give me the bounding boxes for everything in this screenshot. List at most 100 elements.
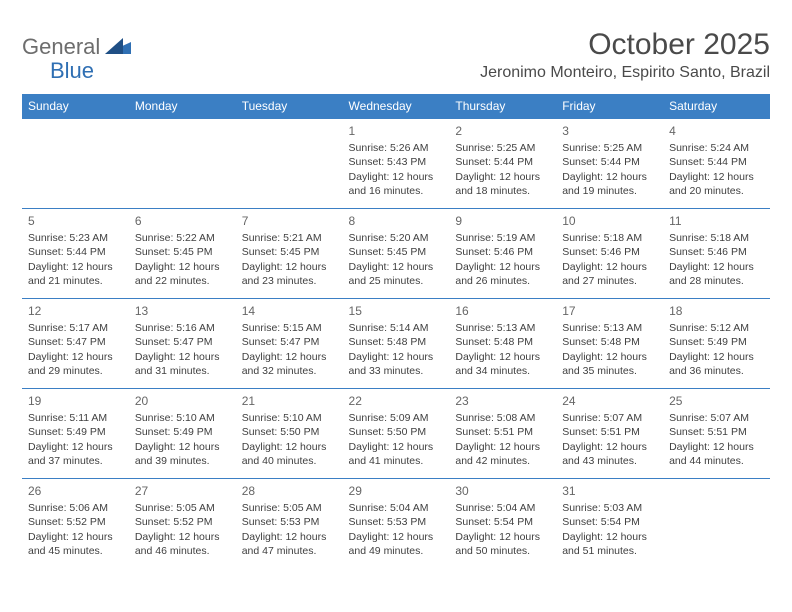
calendar-cell: 24Sunrise: 5:07 AMSunset: 5:51 PMDayligh… — [556, 389, 663, 479]
cell-line: and 28 minutes. — [669, 274, 764, 288]
day-number: 23 — [455, 393, 550, 409]
day-number: 5 — [28, 213, 123, 229]
cell-line: Sunset: 5:45 PM — [349, 245, 444, 259]
cell-line: Daylight: 12 hours — [28, 350, 123, 364]
cell-line: Sunrise: 5:12 AM — [669, 321, 764, 335]
day-number: 20 — [135, 393, 230, 409]
day-number: 1 — [349, 123, 444, 139]
cell-line: Sunset: 5:46 PM — [562, 245, 657, 259]
cell-line: Daylight: 12 hours — [562, 170, 657, 184]
cell-line: and 50 minutes. — [455, 544, 550, 558]
cell-line: Daylight: 12 hours — [135, 440, 230, 454]
cell-line: Sunset: 5:45 PM — [135, 245, 230, 259]
calendar-cell: 21Sunrise: 5:10 AMSunset: 5:50 PMDayligh… — [236, 389, 343, 479]
cell-line: Sunset: 5:54 PM — [455, 515, 550, 529]
cell-line: and 20 minutes. — [669, 184, 764, 198]
day-header: Wednesday — [343, 94, 450, 119]
cell-line: Sunrise: 5:18 AM — [562, 231, 657, 245]
calendar-cell: 27Sunrise: 5:05 AMSunset: 5:52 PMDayligh… — [129, 479, 236, 569]
cell-line: Sunrise: 5:10 AM — [242, 411, 337, 425]
day-number: 2 — [455, 123, 550, 139]
calendar-cell: 16Sunrise: 5:13 AMSunset: 5:48 PMDayligh… — [449, 299, 556, 389]
calendar-row: 26Sunrise: 5:06 AMSunset: 5:52 PMDayligh… — [22, 479, 770, 569]
cell-line: Sunset: 5:46 PM — [455, 245, 550, 259]
calendar-cell: 22Sunrise: 5:09 AMSunset: 5:50 PMDayligh… — [343, 389, 450, 479]
cell-line: and 18 minutes. — [455, 184, 550, 198]
cell-line: Sunrise: 5:26 AM — [349, 141, 444, 155]
day-header: Tuesday — [236, 94, 343, 119]
calendar-body: 1Sunrise: 5:26 AMSunset: 5:43 PMDaylight… — [22, 119, 770, 569]
cell-line: and 39 minutes. — [135, 454, 230, 468]
cell-line: and 37 minutes. — [28, 454, 123, 468]
day-number: 29 — [349, 483, 444, 499]
cell-line: Sunrise: 5:15 AM — [242, 321, 337, 335]
cell-line: Sunset: 5:49 PM — [135, 425, 230, 439]
cell-line: and 44 minutes. — [669, 454, 764, 468]
calendar-row: 1Sunrise: 5:26 AMSunset: 5:43 PMDaylight… — [22, 119, 770, 209]
cell-line: Sunrise: 5:07 AM — [562, 411, 657, 425]
day-number: 27 — [135, 483, 230, 499]
cell-line: Daylight: 12 hours — [135, 350, 230, 364]
calendar-cell: 30Sunrise: 5:04 AMSunset: 5:54 PMDayligh… — [449, 479, 556, 569]
calendar-cell: 20Sunrise: 5:10 AMSunset: 5:49 PMDayligh… — [129, 389, 236, 479]
cell-line: and 31 minutes. — [135, 364, 230, 378]
cell-line: Sunrise: 5:06 AM — [28, 501, 123, 515]
cell-line: Sunset: 5:50 PM — [242, 425, 337, 439]
day-number: 14 — [242, 303, 337, 319]
cell-line: Sunrise: 5:04 AM — [455, 501, 550, 515]
cell-line: and 47 minutes. — [242, 544, 337, 558]
day-number: 3 — [562, 123, 657, 139]
cell-line: Daylight: 12 hours — [349, 260, 444, 274]
cell-line: Daylight: 12 hours — [242, 260, 337, 274]
day-number: 16 — [455, 303, 550, 319]
cell-line: Sunset: 5:54 PM — [562, 515, 657, 529]
calendar-cell: 6Sunrise: 5:22 AMSunset: 5:45 PMDaylight… — [129, 209, 236, 299]
day-number: 18 — [669, 303, 764, 319]
day-number: 17 — [562, 303, 657, 319]
calendar-row: 12Sunrise: 5:17 AMSunset: 5:47 PMDayligh… — [22, 299, 770, 389]
calendar-cell: 12Sunrise: 5:17 AMSunset: 5:47 PMDayligh… — [22, 299, 129, 389]
cell-line: Sunrise: 5:08 AM — [455, 411, 550, 425]
cell-line: Sunset: 5:44 PM — [669, 155, 764, 169]
cell-line: Daylight: 12 hours — [28, 260, 123, 274]
calendar-cell: 5Sunrise: 5:23 AMSunset: 5:44 PMDaylight… — [22, 209, 129, 299]
day-header: Sunday — [22, 94, 129, 119]
calendar-cell: 1Sunrise: 5:26 AMSunset: 5:43 PMDaylight… — [343, 119, 450, 209]
cell-line: and 41 minutes. — [349, 454, 444, 468]
cell-line: Sunset: 5:48 PM — [349, 335, 444, 349]
cell-line: Daylight: 12 hours — [135, 530, 230, 544]
cell-line: Sunrise: 5:23 AM — [28, 231, 123, 245]
cell-line: and 43 minutes. — [562, 454, 657, 468]
cell-line: Sunset: 5:49 PM — [669, 335, 764, 349]
cell-line: Daylight: 12 hours — [455, 260, 550, 274]
calendar-cell: 18Sunrise: 5:12 AMSunset: 5:49 PMDayligh… — [663, 299, 770, 389]
calendar-cell: 4Sunrise: 5:24 AMSunset: 5:44 PMDaylight… — [663, 119, 770, 209]
day-number: 22 — [349, 393, 444, 409]
header-row: General October 2025 — [22, 28, 770, 62]
cell-line: and 23 minutes. — [242, 274, 337, 288]
day-number: 7 — [242, 213, 337, 229]
cell-line: Sunset: 5:51 PM — [562, 425, 657, 439]
day-header: Thursday — [449, 94, 556, 119]
day-number: 4 — [669, 123, 764, 139]
day-header-row: Sunday Monday Tuesday Wednesday Thursday… — [22, 94, 770, 119]
cell-line: and 27 minutes. — [562, 274, 657, 288]
cell-line: Daylight: 12 hours — [349, 350, 444, 364]
cell-line: Sunset: 5:50 PM — [349, 425, 444, 439]
cell-line: Daylight: 12 hours — [562, 260, 657, 274]
cell-line: and 26 minutes. — [455, 274, 550, 288]
calendar-cell: 28Sunrise: 5:05 AMSunset: 5:53 PMDayligh… — [236, 479, 343, 569]
cell-line: Daylight: 12 hours — [135, 260, 230, 274]
cell-line: Sunrise: 5:03 AM — [562, 501, 657, 515]
cell-line: Sunset: 5:45 PM — [242, 245, 337, 259]
cell-line: Sunset: 5:49 PM — [28, 425, 123, 439]
cell-line: and 34 minutes. — [455, 364, 550, 378]
cell-line: Sunset: 5:52 PM — [28, 515, 123, 529]
calendar-cell: 26Sunrise: 5:06 AMSunset: 5:52 PMDayligh… — [22, 479, 129, 569]
cell-line: Daylight: 12 hours — [562, 530, 657, 544]
logo: General — [22, 28, 131, 60]
cell-line: and 36 minutes. — [669, 364, 764, 378]
cell-line: Daylight: 12 hours — [669, 170, 764, 184]
cell-line: Sunset: 5:48 PM — [455, 335, 550, 349]
cell-line: and 21 minutes. — [28, 274, 123, 288]
